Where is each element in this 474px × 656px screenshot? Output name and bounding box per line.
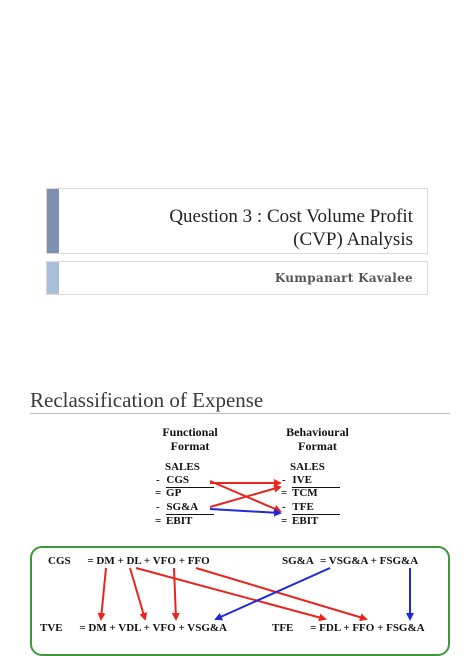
vfo-arrow bbox=[171, 567, 180, 621]
functional-gp-operator: = bbox=[155, 487, 162, 499]
behavioural-ive-operator: - bbox=[282, 474, 286, 486]
ffo-arrow bbox=[195, 567, 368, 622]
sga-equation: SG&A = VSG&A + FSG&A bbox=[282, 555, 418, 567]
tfe-equation: TFE = FDL + FFO + FSG&A bbox=[272, 622, 425, 634]
author-name: Kumpanart Kavalee bbox=[274, 271, 413, 285]
behavioural-tcm-label: TCM bbox=[292, 487, 318, 499]
sga-to-tfe-arrow bbox=[209, 508, 282, 517]
functional-header-line2: Format bbox=[170, 439, 210, 453]
sga-equation-rhs: = VSG&A + FSG&A bbox=[319, 555, 419, 567]
behavioural-ebit-label: EBIT bbox=[292, 515, 319, 527]
functional-line-sga: - SG&A bbox=[156, 501, 215, 515]
behavioural-line-tfe: - TFE bbox=[282, 501, 341, 515]
behavioural-line-tcm: = TCM bbox=[281, 487, 318, 500]
functional-ebit-label: EBIT bbox=[166, 515, 193, 527]
functional-cgs-label: CGS bbox=[166, 474, 215, 488]
cgs-equation: CGS = DM + DL + VFO + FFO bbox=[48, 555, 210, 567]
behavioural-ebit-operator: = bbox=[281, 515, 288, 527]
tve-equation: TVE = DM + VDL + VFO + VSG&A bbox=[40, 622, 227, 634]
functional-line-gp: = GP bbox=[155, 487, 181, 500]
functional-gp-label: GP bbox=[166, 487, 182, 499]
behavioural-header-line1: Behavioural bbox=[286, 425, 349, 439]
behavioural-tfe-operator: - bbox=[282, 501, 286, 513]
functional-line-sales: SALES bbox=[165, 461, 200, 474]
title-accent-bar bbox=[47, 189, 59, 253]
behavioural-header-line2: Format bbox=[298, 439, 337, 453]
dl-to-vdl-arrow bbox=[129, 567, 148, 621]
behavioural-line-ive: - IVE bbox=[282, 474, 341, 488]
tve-equation-rhs: = DM + VDL + VFO + VSG&A bbox=[79, 622, 227, 634]
cgs-equation-label: CGS bbox=[48, 555, 71, 567]
tfe-equation-rhs: = FDL + FFO + FSG&A bbox=[310, 622, 425, 634]
functional-sga-operator: - bbox=[156, 501, 160, 513]
title-block: Question 3 : Cost Volume Profit (CVP) An… bbox=[46, 188, 428, 254]
slide-title-line2: (CVP) Analysis bbox=[293, 229, 413, 250]
vsga-arrow bbox=[214, 567, 331, 621]
behavioural-tcm-operator: = bbox=[281, 487, 288, 499]
functional-line-cgs: - CGS bbox=[156, 474, 215, 488]
subtitle-accent-bar bbox=[47, 262, 59, 294]
reclassification-arrows bbox=[97, 479, 414, 622]
behavioural-tfe-label: TFE bbox=[292, 501, 341, 515]
tve-equation-label: TVE bbox=[40, 622, 63, 634]
slide-title-line1: Question 3 : Cost Volume Profit bbox=[169, 206, 413, 227]
behavioural-format-header: Behavioural Format bbox=[275, 425, 360, 453]
tfe-equation-label: TFE bbox=[272, 622, 294, 634]
dm-arrow bbox=[97, 567, 107, 621]
functional-format-header: Functional Format bbox=[150, 425, 230, 453]
slide-heading: Reclassification of Expense bbox=[30, 388, 264, 412]
functional-line-ebit: = EBIT bbox=[155, 515, 192, 528]
sga-to-ive-arrow bbox=[209, 484, 282, 508]
behavioural-line-sales: SALES bbox=[290, 461, 325, 474]
behavioural-line-ebit: = EBIT bbox=[281, 515, 318, 528]
heading-divider bbox=[30, 413, 450, 414]
subtitle-block: Kumpanart Kavalee bbox=[46, 261, 428, 295]
functional-sga-label: SG&A bbox=[166, 501, 215, 515]
functional-sales-label: SALES bbox=[165, 461, 200, 473]
cgs-equation-rhs: = DM + DL + VFO + FFO bbox=[87, 555, 210, 567]
functional-cgs-operator: - bbox=[156, 474, 160, 486]
behavioural-sales-label: SALES bbox=[290, 461, 325, 473]
functional-ebit-operator: = bbox=[155, 515, 162, 527]
dl-to-fdl-arrow bbox=[135, 567, 327, 622]
sga-equation-label: SG&A bbox=[282, 555, 314, 567]
slide-title: Question 3 : Cost Volume Profit (CVP) An… bbox=[169, 205, 413, 251]
behavioural-ive-label: IVE bbox=[292, 474, 341, 488]
functional-header-line1: Functional bbox=[162, 425, 218, 439]
